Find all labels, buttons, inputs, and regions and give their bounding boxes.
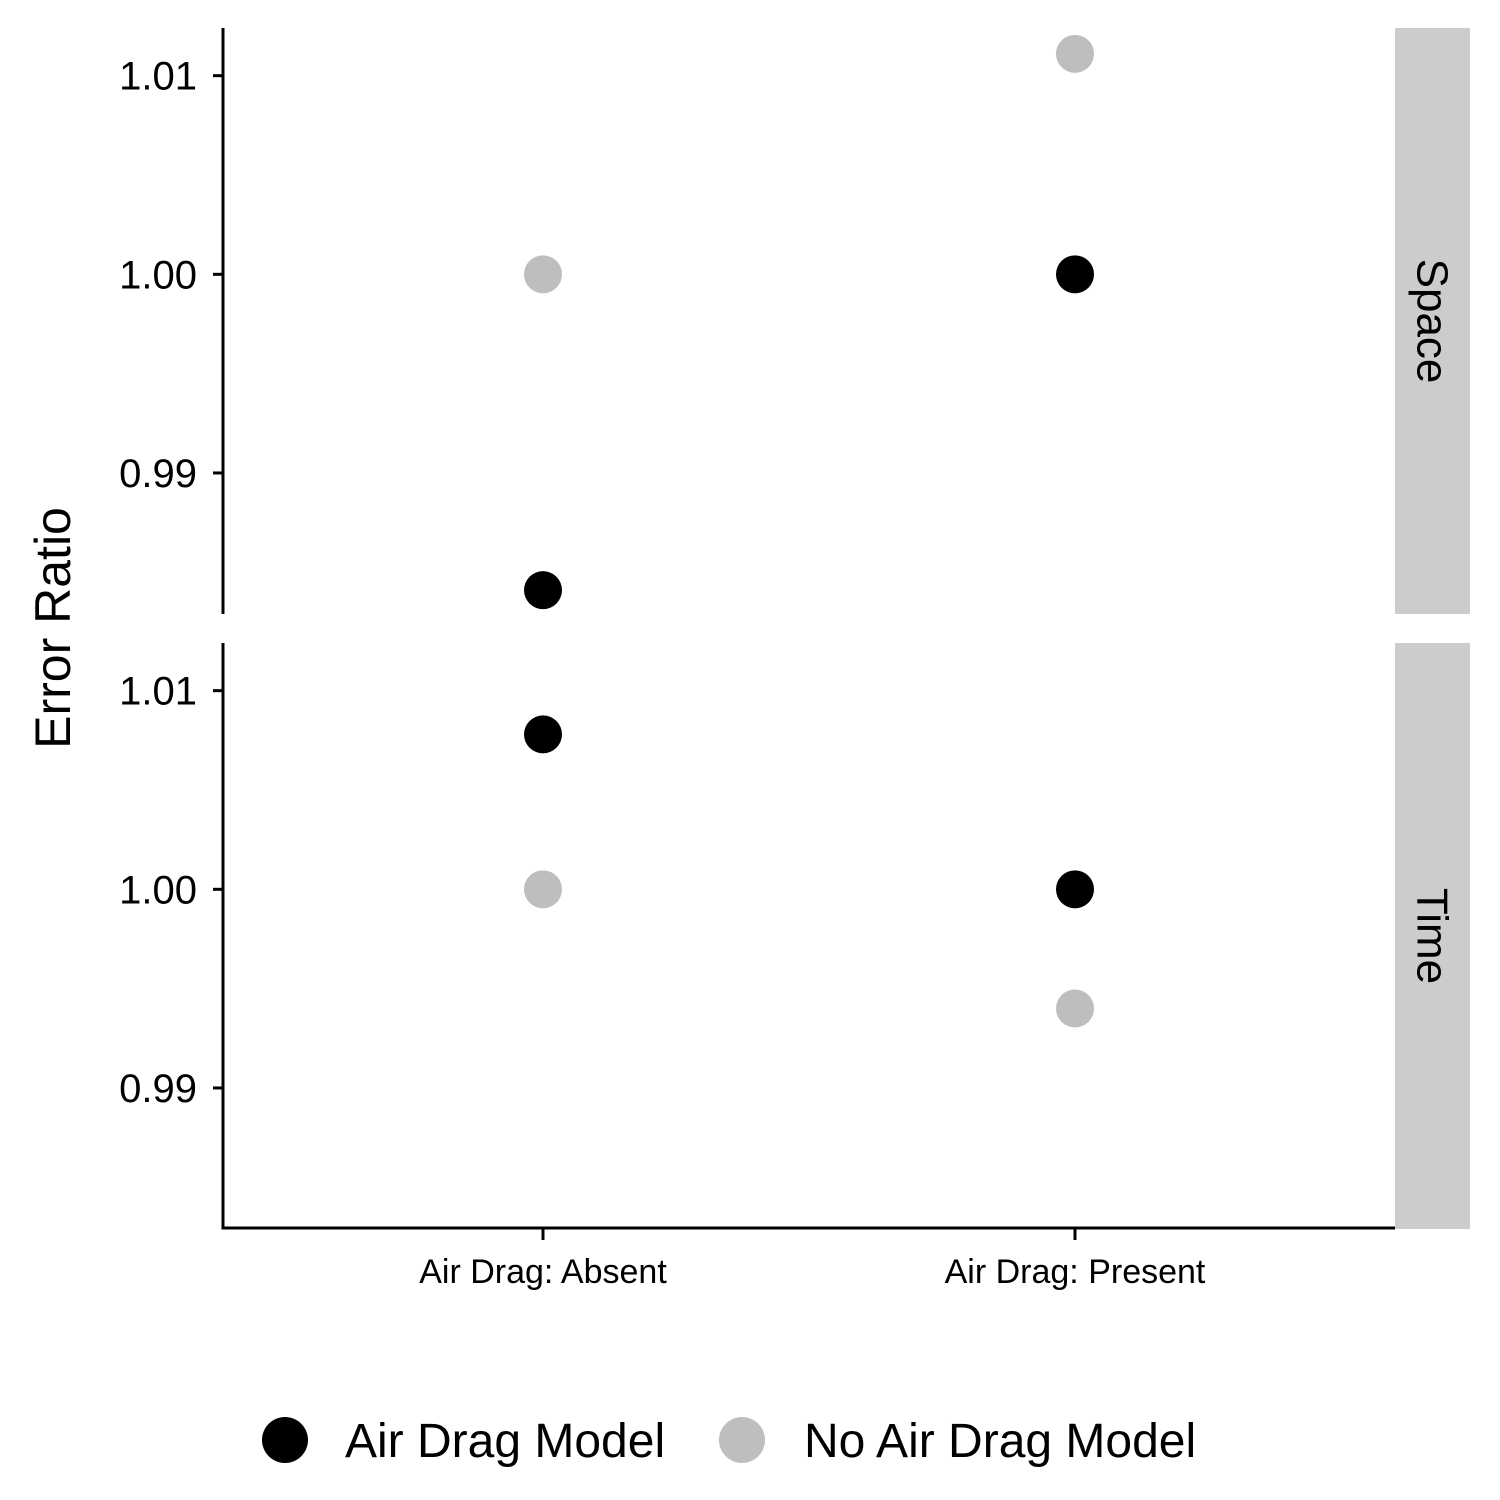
y-tick-label: 1.00 [119, 253, 197, 297]
legend-swatch [262, 1417, 308, 1463]
legend-swatch [719, 1417, 765, 1463]
facet-label-space: Space [1408, 259, 1457, 384]
point-air-drag-model-air-drag-present [1056, 870, 1094, 909]
facet-strip-time [1395, 643, 1470, 1229]
y-tick-label: 1.01 [119, 55, 197, 99]
legend-label: No Air Drag Model [804, 1415, 1196, 1468]
y-tick-label: 1.01 [119, 670, 197, 714]
point-air-drag-model-air-drag-absent [524, 571, 562, 610]
point-air-drag-model-air-drag-present [1056, 255, 1094, 294]
panel-space: 0.99 1.00 1.01 Space [119, 28, 1470, 614]
legend-item-air-drag-model: Air Drag Model [262, 1415, 665, 1468]
legend-item-no-air-drag-model: No Air Drag Model [719, 1415, 1196, 1468]
x-tick-label: Air Drag: Present [945, 1253, 1206, 1291]
facet-label-time: Time [1408, 888, 1457, 984]
x-tick-label: Air Drag: Absent [419, 1253, 667, 1291]
point-no-air-drag-model-air-drag-present [1056, 34, 1094, 73]
point-no-air-drag-model-air-drag-absent [524, 255, 562, 294]
facet-strip-space [1395, 28, 1470, 614]
y-axis-title: Error Ratio [25, 507, 81, 749]
panels-layer: 0.99 1.00 1.01 Space 0.99 1.00 1.01 Time [119, 28, 1470, 1229]
legend-label: Air Drag Model [345, 1415, 665, 1468]
x-axis: Air Drag: Absent Air Drag: Present [221, 1226, 1395, 1291]
panel-time: 0.99 1.00 1.01 Time [119, 643, 1470, 1229]
legend: Air Drag Model No Air Drag Model [262, 1415, 1196, 1468]
point-no-air-drag-model-air-drag-absent [524, 870, 562, 909]
point-no-air-drag-model-air-drag-present [1056, 989, 1094, 1028]
point-air-drag-model-air-drag-absent [524, 715, 562, 754]
y-tick-label: 0.99 [119, 1067, 197, 1111]
y-tick-label: 0.99 [119, 452, 197, 496]
y-tick-label: 1.00 [119, 868, 197, 912]
